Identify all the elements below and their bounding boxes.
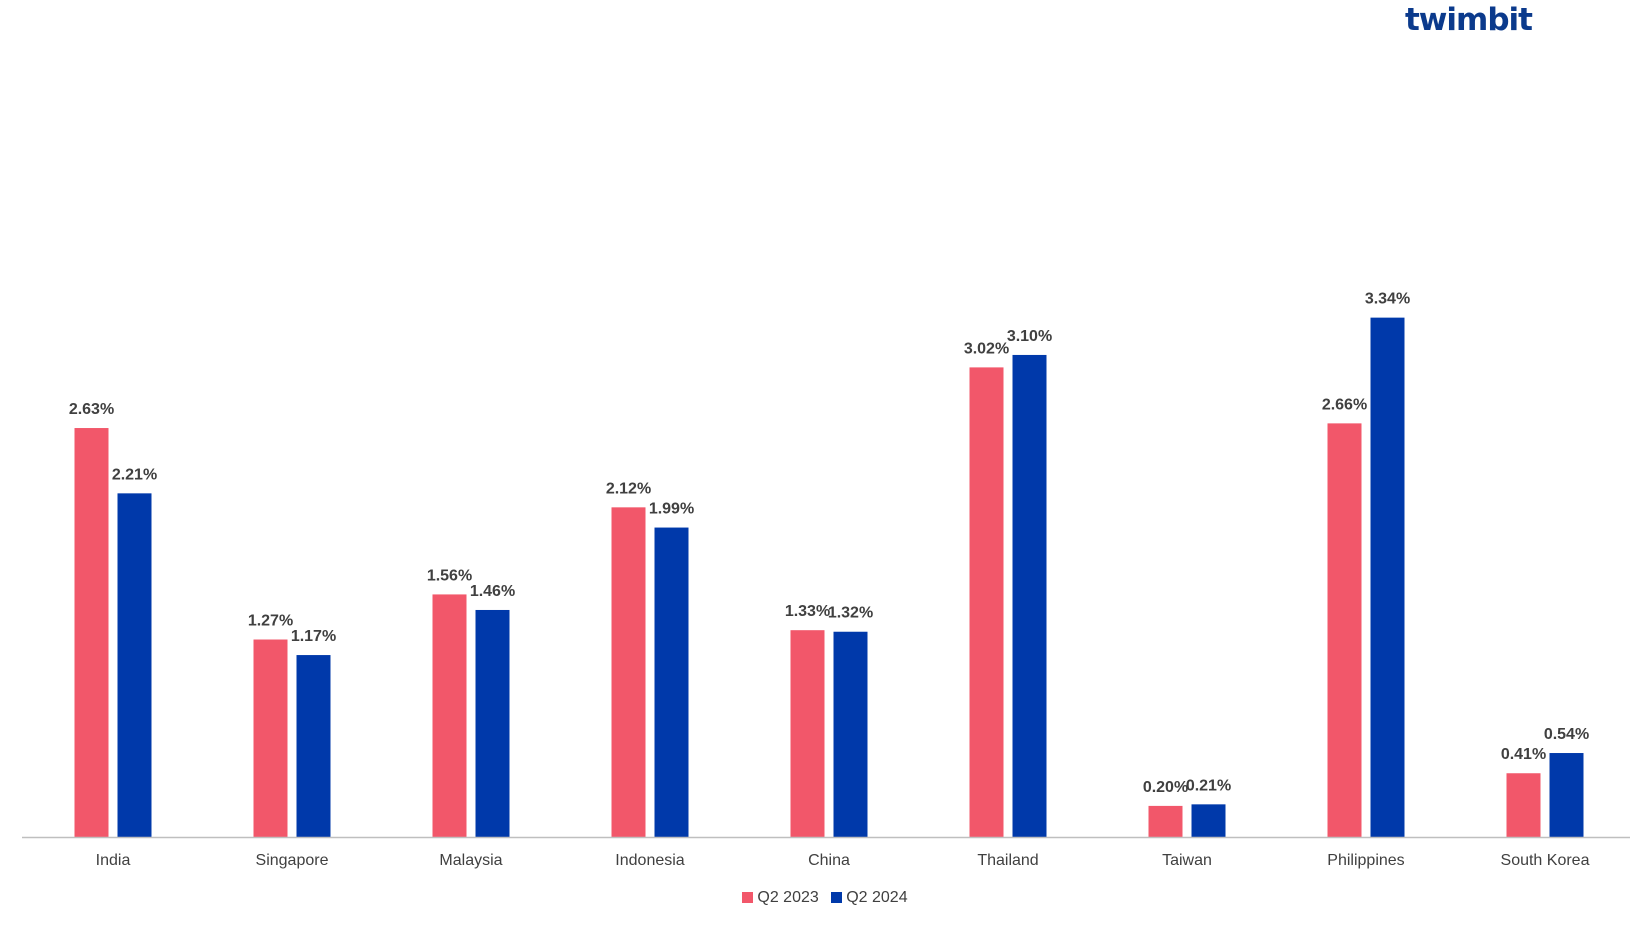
bar-q2-2024-indonesia [654, 527, 689, 837]
value-label-q2-2024-malaysia: 1.46% [470, 583, 515, 600]
legend-swatch-q2-2024 [831, 892, 843, 903]
legend: Q2 2023 Q2 2024 [0, 889, 1650, 907]
bar-q2-2023-south-korea [1506, 773, 1541, 837]
value-label-q2-2023-south-korea: 0.41% [1501, 746, 1546, 763]
value-label-q2-2023-indonesia: 2.12% [606, 480, 651, 497]
category-label-thailand: Thailand [977, 852, 1038, 869]
value-label-q2-2023-malaysia: 1.56% [427, 567, 472, 584]
legend-item-q2-2024: Q2 2024 [831, 889, 908, 907]
value-label-q2-2024-philippines: 3.34% [1365, 291, 1410, 308]
bar-q2-2024-south-korea [1549, 753, 1584, 837]
value-label-q2-2023-thailand: 3.02% [964, 340, 1009, 357]
value-label-q2-2024-china: 1.32% [828, 605, 873, 622]
bar-q2-2024-philippines [1370, 317, 1405, 837]
category-label-indonesia: Indonesia [615, 852, 684, 869]
bar-q2-2024-singapore [296, 655, 331, 837]
category-label-philippines: Philippines [1327, 852, 1404, 869]
category-label-singapore: Singapore [256, 852, 329, 869]
legend-swatch-q2-2023 [742, 892, 754, 903]
category-label-malaysia: Malaysia [439, 852, 502, 869]
value-label-q2-2024-india: 2.21% [112, 466, 157, 483]
value-label-q2-2024-taiwan: 0.21% [1186, 777, 1231, 794]
value-label-q2-2024-south-korea: 0.54% [1544, 726, 1589, 743]
value-label-q2-2024-indonesia: 1.99% [649, 501, 694, 518]
legend-label-q2-2023: Q2 2023 [757, 889, 819, 906]
bar-q2-2023-philippines [1327, 423, 1362, 837]
legend-label-q2-2024: Q2 2024 [846, 889, 908, 906]
bar-q2-2023-india [74, 428, 109, 837]
value-label-q2-2023-taiwan: 0.20% [1143, 779, 1188, 796]
bar-q2-2024-thailand [1012, 354, 1047, 837]
category-label-china: China [808, 852, 850, 869]
bar-q2-2023-taiwan [1148, 805, 1183, 837]
bar-q2-2023-thailand [969, 367, 1004, 837]
value-labels-group: 2.63% 2.21% 1.27%1.17% 1.56%1.46% 2.12% 1.99%… [69, 291, 1589, 796]
bar-q2-2024-taiwan [1191, 804, 1226, 837]
bar-q2-2023-indonesia [611, 507, 646, 837]
legend-item-q2-2023: Q2 2023 [742, 889, 819, 907]
value-label-q2-2023-india: 2.63% [69, 401, 114, 418]
value-label-q2-2023-singapore: 1.27% [248, 613, 293, 630]
bar-q2-2023-china [790, 630, 825, 837]
value-label-q2-2023-philippines: 2.66% [1322, 396, 1367, 413]
bar-q2-2024-malaysia [475, 609, 510, 837]
bars-group [74, 317, 1584, 837]
bar-q2-2023-malaysia [432, 594, 467, 837]
category-label-taiwan: Taiwan [1162, 852, 1212, 869]
bar-q2-2023-singapore [253, 639, 288, 837]
category-labels-group: India Singapore Malaysia Indonesia China Thai… [96, 852, 1590, 869]
bar-q2-2024-india [117, 493, 152, 837]
bar-q2-2024-china [833, 631, 868, 837]
category-label-india: India [96, 852, 131, 869]
value-label-q2-2023-china: 1.33% [785, 603, 830, 620]
category-label-south-korea: South Korea [1501, 852, 1590, 869]
logo-text: twimbit [1404, 2, 1533, 38]
value-label-q2-2024-thailand: 3.10% [1007, 328, 1052, 345]
twimbit-logo: twimbit [1404, 2, 1533, 38]
value-label-q2-2024-singapore: 1.17% [291, 628, 336, 645]
